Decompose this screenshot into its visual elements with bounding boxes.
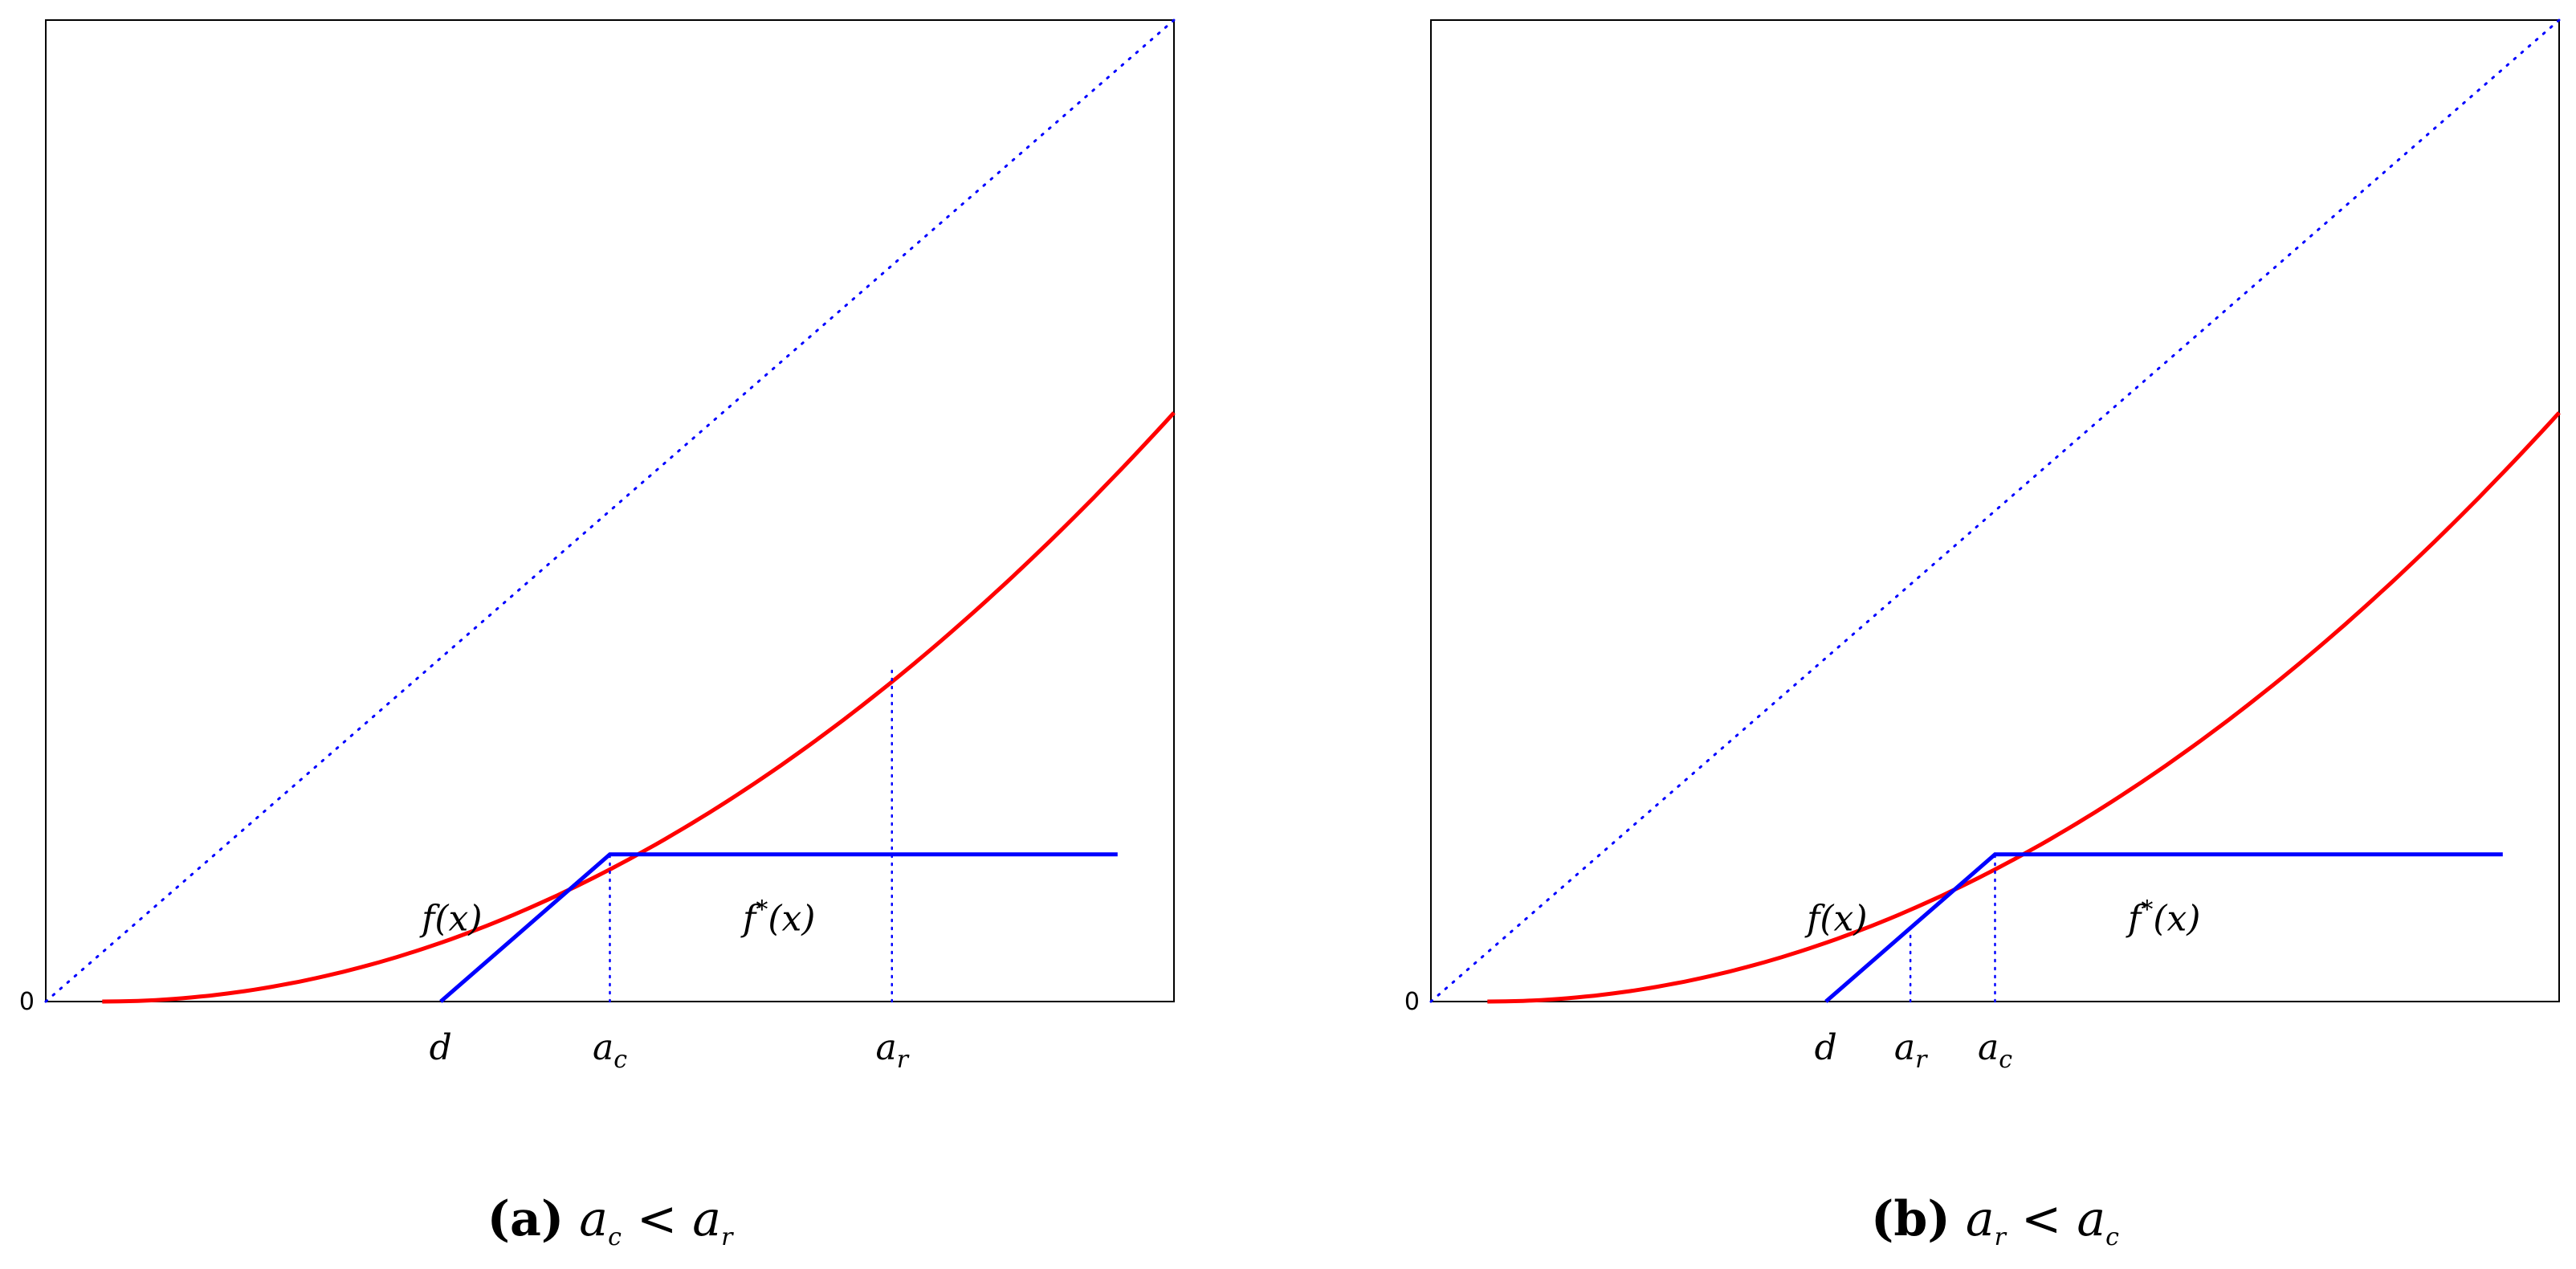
- x-marker-base: a: [1894, 1027, 1915, 1068]
- caption-lhs-sub: c: [608, 1223, 622, 1251]
- caption-rhs-sub: c: [2105, 1223, 2119, 1251]
- label-tail: (x): [2153, 898, 2200, 939]
- caption-lhs: a: [1950, 1191, 1995, 1247]
- x-marker-label-d: d: [430, 1027, 452, 1068]
- label-sup: *: [756, 896, 768, 924]
- panel-caption: (a) ac < ar: [487, 1191, 735, 1251]
- label-f-star: f*(x): [740, 896, 815, 939]
- x-marker-label-ac: ac: [1978, 1027, 2012, 1074]
- label-tail: (x): [768, 898, 815, 939]
- x-marker-base: a: [1978, 1027, 1999, 1068]
- f-star-line: [439, 852, 1118, 1003]
- caption-rhs-sub: r: [721, 1223, 734, 1251]
- x-marker-base: d: [430, 1027, 452, 1068]
- label-f: f(x): [419, 898, 482, 939]
- caption-lhs: a: [564, 1191, 608, 1247]
- y-tick-label: 0: [19, 988, 35, 1016]
- label-sup: *: [2141, 896, 2153, 924]
- caption-relation: <: [622, 1191, 692, 1247]
- caption-lhs-sub: r: [1995, 1223, 2007, 1251]
- label-f-star: f*(x): [2126, 896, 2200, 939]
- label-text: f(x): [419, 898, 482, 939]
- panel-a: 0d ac arf(x) f*(x)(a) ac < ar: [19, 18, 1176, 1251]
- x-marker-sub: r: [897, 1046, 910, 1074]
- panel-caption: (b) ar < ac: [1871, 1191, 2119, 1251]
- x-marker-label-d: d: [1815, 1027, 1837, 1068]
- caption-rhs: a: [692, 1191, 721, 1247]
- caption-label: (b): [1871, 1191, 1950, 1247]
- x-marker-sub: c: [1999, 1046, 2012, 1074]
- caption-relation: <: [2006, 1191, 2077, 1247]
- f-star-line: [1824, 852, 2503, 1003]
- f-curve: [1487, 411, 2561, 1004]
- x-marker-sub: c: [613, 1046, 627, 1074]
- panel-b: 0d ar acf(x) f*(x)(b) ar < ac: [1404, 18, 2561, 1251]
- caption-label: (a): [487, 1191, 565, 1247]
- f-curve: [102, 411, 1176, 1004]
- label-text: f(x): [1804, 898, 1867, 939]
- x-marker-sub: r: [1915, 1046, 1928, 1074]
- label-f: f(x): [1804, 898, 1867, 939]
- x-marker-label-ac: ac: [593, 1027, 627, 1074]
- x-marker-base: d: [1815, 1027, 1837, 1068]
- x-marker-base: a: [593, 1027, 613, 1068]
- y-tick-label: 0: [1404, 988, 1420, 1016]
- x-marker-label-ar: ar: [1894, 1027, 1928, 1074]
- caption-rhs: a: [2077, 1191, 2105, 1247]
- x-marker-label-ar: ar: [875, 1027, 909, 1074]
- x-marker-base: a: [875, 1027, 896, 1068]
